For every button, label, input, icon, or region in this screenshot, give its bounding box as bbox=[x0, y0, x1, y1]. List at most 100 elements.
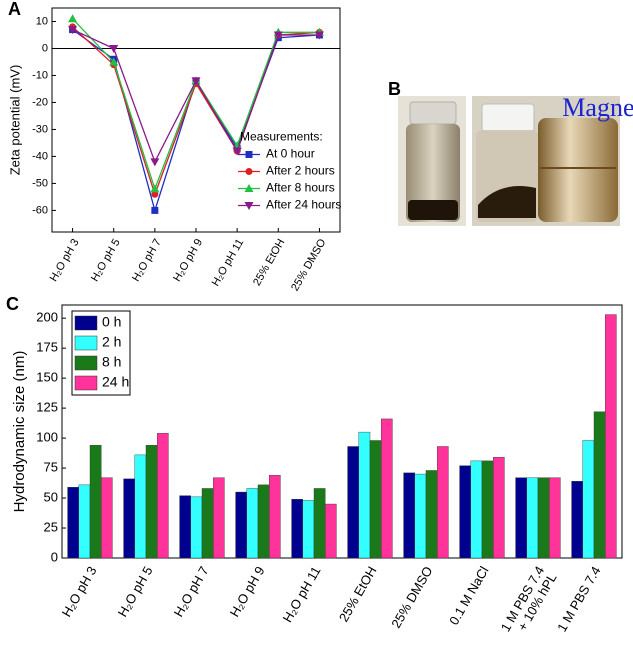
marker bbox=[150, 158, 160, 167]
bar bbox=[470, 460, 483, 559]
bar bbox=[537, 477, 550, 559]
bar bbox=[605, 314, 617, 559]
bar bbox=[515, 477, 527, 559]
panel-label: B bbox=[388, 79, 401, 99]
legend-label: 24 h bbox=[102, 374, 129, 390]
y-axis-label: Zeta potential (mV) bbox=[7, 65, 22, 176]
bar bbox=[549, 477, 561, 559]
bar bbox=[291, 499, 304, 559]
x-tick-label: 1 M PBS 7.4+ 10% hPL bbox=[498, 564, 560, 642]
y-tick-label: 125 bbox=[36, 400, 58, 415]
x-tick-label: H₂O pH 7 bbox=[171, 564, 212, 620]
bar bbox=[571, 481, 583, 559]
bar bbox=[156, 433, 169, 559]
bar bbox=[235, 491, 248, 559]
y-tick-label: 75 bbox=[44, 460, 58, 475]
y-tick-label: 100 bbox=[36, 430, 58, 445]
x-tick-label: 25% EtOH bbox=[336, 564, 380, 625]
bar bbox=[100, 477, 113, 559]
photo-left bbox=[398, 96, 466, 226]
marker bbox=[109, 44, 119, 53]
x-tick-label: 1 M PBS 7.4 bbox=[554, 564, 603, 635]
legend-swatch bbox=[74, 375, 98, 391]
legend-label: 0 h bbox=[102, 314, 121, 330]
bar bbox=[369, 440, 382, 559]
x-tick-label: H₂O pH 11 bbox=[210, 237, 247, 288]
legend-label: After 24 hours bbox=[266, 198, 341, 212]
y-tick-label: 150 bbox=[36, 370, 58, 385]
legend-swatch bbox=[74, 335, 98, 351]
y-tick-label: -10 bbox=[32, 69, 48, 81]
bar bbox=[381, 418, 393, 559]
marker bbox=[244, 202, 254, 210]
x-tick-label: H₂O pH 3 bbox=[59, 564, 100, 620]
y-tick-label: 25 bbox=[44, 519, 58, 534]
marker bbox=[151, 206, 159, 214]
legend-swatch bbox=[74, 315, 98, 331]
bar bbox=[582, 440, 595, 559]
y-tick-label: 175 bbox=[36, 340, 58, 355]
y-tick-label: -60 bbox=[32, 204, 48, 216]
bar bbox=[269, 475, 281, 559]
bar bbox=[481, 460, 494, 559]
bar bbox=[425, 470, 438, 559]
y-tick-label: -40 bbox=[32, 150, 48, 162]
legend-label: At 0 hour bbox=[266, 147, 315, 161]
plot-frame bbox=[61, 304, 623, 559]
y-tick-label: 200 bbox=[36, 310, 58, 325]
bar bbox=[437, 446, 449, 559]
legend-swatch bbox=[74, 355, 98, 371]
marker bbox=[244, 184, 254, 192]
bar bbox=[212, 477, 225, 559]
panel-label: A bbox=[8, 0, 21, 19]
y-tick-label: 0 bbox=[42, 42, 48, 54]
x-tick-label: H₂O pH 9 bbox=[171, 237, 205, 284]
marker bbox=[109, 57, 119, 66]
bar bbox=[246, 488, 259, 559]
y-tick-label: 50 bbox=[44, 489, 58, 504]
marker bbox=[150, 184, 160, 193]
legend-title: Measurements: bbox=[240, 130, 323, 144]
bar bbox=[403, 472, 416, 559]
marker bbox=[68, 14, 78, 23]
bar bbox=[325, 503, 337, 559]
marker bbox=[273, 31, 283, 40]
bar bbox=[414, 473, 427, 559]
marker bbox=[245, 151, 253, 158]
bar bbox=[257, 484, 270, 559]
bar bbox=[89, 445, 102, 559]
x-tick-label: H₂O pH 11 bbox=[280, 564, 324, 625]
bar bbox=[358, 431, 371, 559]
photo-right bbox=[472, 96, 620, 226]
bar bbox=[190, 496, 203, 559]
x-tick-label: 25% DMSO bbox=[388, 564, 435, 631]
bar bbox=[459, 465, 472, 559]
bar bbox=[78, 484, 91, 559]
bar bbox=[526, 477, 539, 559]
x-tick-label: H₂O pH 3 bbox=[48, 237, 82, 284]
x-tick-label: 25% DMSO bbox=[289, 237, 329, 294]
legend-label: After 2 hours bbox=[266, 164, 335, 178]
y-tick-label: 0 bbox=[51, 549, 58, 564]
legend-label: 8 h bbox=[102, 354, 121, 370]
legend-label: After 8 hours bbox=[266, 181, 335, 195]
magnet-label: Magnet bbox=[562, 93, 633, 122]
y-tick-label: -20 bbox=[32, 96, 48, 108]
marker bbox=[314, 31, 324, 40]
marker bbox=[191, 77, 201, 86]
bar bbox=[145, 445, 158, 559]
legend-label: 2 h bbox=[102, 334, 121, 350]
marker bbox=[68, 26, 78, 35]
bar bbox=[593, 411, 606, 559]
marker bbox=[232, 147, 242, 156]
bar bbox=[313, 488, 326, 559]
x-tick-label: H₂O pH 9 bbox=[227, 564, 268, 620]
y-axis-label: Hydrodynamic size (nm) bbox=[11, 351, 28, 513]
x-tick-label: H₂O pH 5 bbox=[89, 237, 123, 284]
bar bbox=[347, 446, 360, 559]
y-tick-label: -30 bbox=[32, 123, 48, 135]
y-tick-label: 10 bbox=[36, 15, 48, 27]
y-tick-label: -50 bbox=[32, 177, 48, 189]
marker bbox=[151, 190, 159, 198]
